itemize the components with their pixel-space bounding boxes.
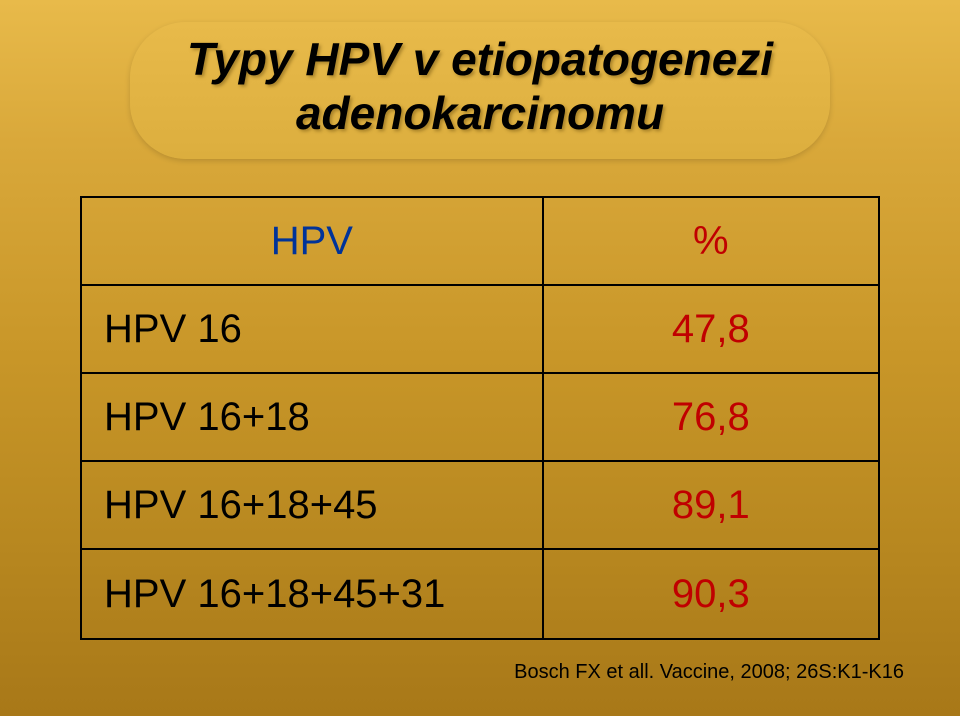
table-row: HPV 16+18+45+31 90,3 [82, 550, 878, 638]
row-value: 47,8 [544, 286, 878, 372]
slide-title-block: Typy HPV v etiopatogenezi adenokarcinomu [130, 22, 830, 159]
table-row: HPV 16+18+45 89,1 [82, 462, 878, 550]
title-line-1: Typy HPV v etiopatogenezi [168, 32, 792, 86]
table-row: HPV 16 47,8 [82, 286, 878, 374]
row-label: HPV 16+18+45 [82, 462, 544, 548]
data-table: HPV % HPV 16 47,8 HPV 16+18 76,8 HPV 16+… [80, 196, 880, 640]
row-value: 76,8 [544, 374, 878, 460]
citation-text: Bosch FX et all. Vaccine, 2008; 26S:K1-K… [514, 661, 904, 684]
header-right: % [544, 198, 878, 284]
title-line-2: adenokarcinomu [168, 86, 792, 140]
row-value: 89,1 [544, 462, 878, 548]
table-header-row: HPV % [82, 198, 878, 286]
title-pill: Typy HPV v etiopatogenezi adenokarcinomu [130, 22, 830, 159]
row-label: HPV 16+18+45+31 [82, 550, 544, 638]
header-left: HPV [82, 198, 544, 284]
row-label: HPV 16 [82, 286, 544, 372]
row-value: 90,3 [544, 550, 878, 638]
row-label: HPV 16+18 [82, 374, 544, 460]
table-row: HPV 16+18 76,8 [82, 374, 878, 462]
